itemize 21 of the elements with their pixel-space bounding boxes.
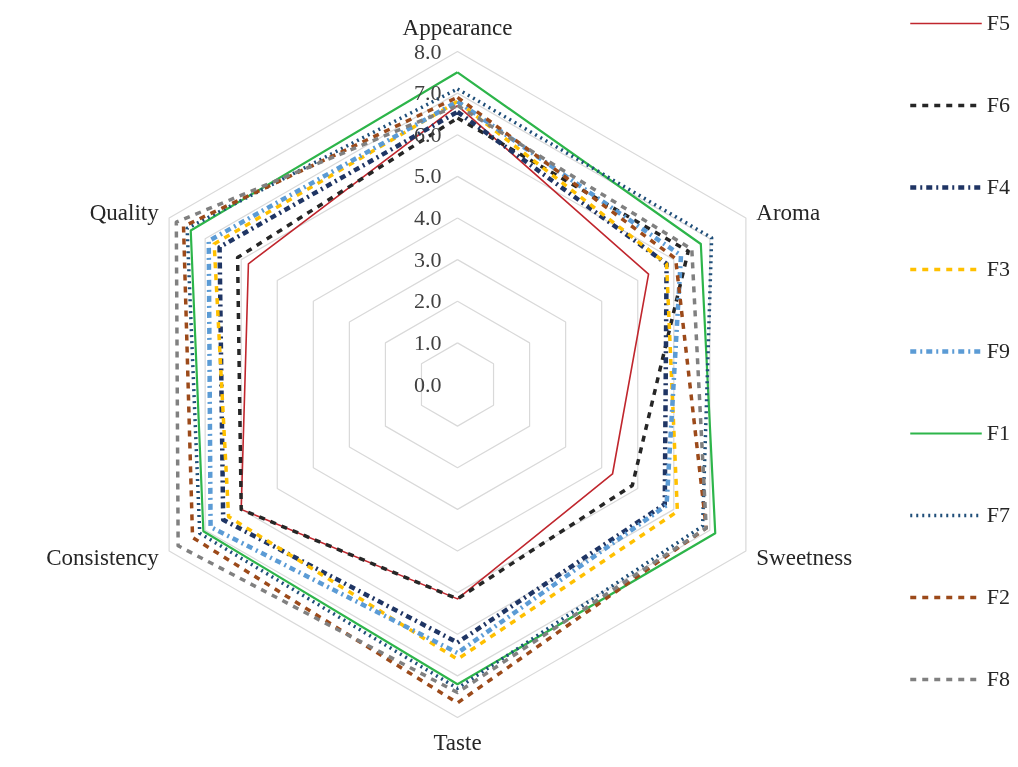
y-tick-label: 3.0	[414, 246, 442, 272]
legend-label: F1	[986, 420, 1010, 446]
y-tick-label: 4.0	[414, 205, 442, 230]
spoke-label: Sweetness	[756, 544, 853, 570]
legend-label: F7	[986, 502, 1010, 528]
spoke-label: Consistency	[46, 544, 160, 570]
legend-label: F5	[986, 10, 1010, 36]
y-tick-label: 0.0	[414, 371, 442, 397]
y-tick-label: 2.0	[414, 288, 442, 314]
legend-label: F8	[986, 666, 1010, 692]
spoke-label: Quality	[89, 199, 160, 225]
legend-label: F9	[986, 338, 1010, 364]
y-tick-label: 5.0	[414, 163, 442, 189]
legend-label: F4	[986, 174, 1010, 200]
spoke-label: Taste	[433, 729, 482, 755]
spoke-label: Appearance	[402, 14, 513, 40]
legend-label: F2	[986, 584, 1010, 610]
legend-label: F3	[986, 256, 1010, 282]
spoke-label: Aroma	[756, 199, 821, 225]
legend-label: F6	[986, 92, 1010, 118]
y-tick-label: 1.0	[414, 329, 442, 355]
